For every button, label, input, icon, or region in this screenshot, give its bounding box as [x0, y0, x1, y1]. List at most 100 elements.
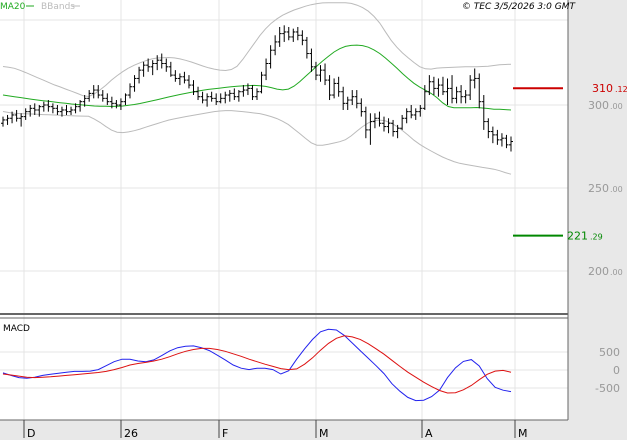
ohlc-bar: [372, 113, 377, 129]
ohlc-bar: [400, 114, 405, 130]
price-gridlines: [0, 19, 568, 272]
ohlc-bar: [300, 30, 305, 46]
ohlc-bar: [214, 93, 219, 105]
ohlc-bar: [200, 91, 205, 104]
price-tick-label-main: 300: [588, 99, 609, 112]
ohlc-bar: [91, 85, 96, 99]
macd-tick-label: -500: [595, 382, 620, 395]
ohlc-bar: [123, 93, 128, 105]
ohlc-bar: [459, 85, 464, 104]
ohlc-bar: [291, 28, 296, 42]
ohlc-bar: [409, 105, 414, 119]
support-label-decimals: .29: [590, 233, 603, 242]
ohlc-bar: [205, 93, 210, 107]
resistance-label-decimals: .12: [615, 85, 627, 94]
price-tick-label-decimals: .00: [610, 102, 623, 111]
ohlc-bar: [96, 85, 101, 99]
price-tick-label: 250.00: [588, 182, 623, 195]
ohlc-bar: [477, 73, 482, 109]
ohlc-bar: [368, 113, 373, 145]
ohlc-bar: [286, 26, 291, 41]
ohlc-bar: [509, 136, 513, 152]
date-tick-label: 26: [124, 427, 138, 440]
price-tick-label-decimals: .00: [610, 185, 623, 194]
ohlc-bar: [382, 116, 386, 132]
ohlc-bar: [318, 65, 323, 82]
ohlc-bar: [327, 75, 332, 101]
ohlc-bar: [1, 116, 5, 127]
ma20-line: [2, 44, 512, 111]
macd-tick-labels: 500 0 -500: [595, 346, 620, 395]
price-tick-label: 300.00: [588, 99, 623, 112]
date-tick-label: F: [222, 427, 228, 440]
ohlc-bar: [468, 75, 473, 101]
ohlc-bar: [141, 61, 146, 77]
ohlc-bar: [28, 105, 33, 117]
ohlc-bar: [504, 134, 509, 149]
ohlc-bar: [245, 83, 250, 96]
ohlc-bar: [313, 61, 318, 81]
date-tick-label: D: [27, 427, 35, 440]
ohlc-bar: [499, 133, 504, 147]
bb-upper-line: [2, 2, 512, 98]
ohlc-bar: [282, 25, 287, 42]
ohlc-bar: [354, 90, 359, 109]
ohlc-bar: [173, 70, 178, 82]
ohlc-bar: [41, 101, 46, 112]
ohlc-bar: [336, 76, 341, 97]
date-tick-labels: D 26 F M A M: [23, 420, 528, 440]
ohlc-bar: [64, 105, 69, 115]
ohlc-bar: [377, 111, 382, 127]
ohlc-bar: [182, 71, 187, 84]
ohlc-bar: [109, 96, 114, 109]
ohlc-bar: [186, 75, 191, 89]
ohlc-bar: [164, 58, 169, 72]
macd-line: [2, 328, 512, 402]
ohlc-bar: [59, 106, 64, 117]
ohlc-bar: [227, 90, 232, 102]
ohlc-bar: [323, 63, 328, 86]
ohlc-bar: [440, 76, 445, 96]
date-tick-label: M: [319, 427, 329, 440]
price-tick-label-main: 200: [588, 265, 609, 278]
support-label-main: 221: [567, 230, 588, 243]
ohlc-bar: [391, 119, 396, 137]
ohlc-bar: [150, 60, 155, 76]
ohlc-bar: [118, 98, 123, 110]
ohlc-bar: [114, 100, 119, 109]
ohlc-bar: [386, 118, 391, 134]
ohlc-bar: [232, 88, 237, 101]
ohlc-bar: [268, 45, 273, 69]
legend-ma20-label: MA20: [0, 2, 26, 12]
price-tick-label-decimals: .00: [610, 268, 623, 277]
date-tick-label: M: [518, 427, 528, 440]
ohlc-bar: [277, 26, 282, 47]
ohlc-bar: [345, 96, 350, 110]
ohlc-bar: [490, 126, 495, 144]
date-tick-label: A: [425, 427, 433, 440]
ma20-polyline: [2, 44, 512, 111]
ohlc-bar: [78, 100, 83, 112]
macd-gridlines: [0, 351, 568, 389]
ohlc-bar: [436, 78, 441, 97]
date-axis-background: [0, 420, 627, 440]
ohlc-bar: [304, 36, 309, 59]
ohlc-bar: [431, 76, 436, 96]
macd-tick-label: 500: [599, 346, 620, 359]
ohlc-bar: [418, 105, 423, 117]
ohlc-bar: [209, 91, 214, 102]
ohlc-bar: [486, 118, 491, 139]
ohlc-bar: [155, 55, 160, 71]
ohlc-bar: [454, 86, 459, 104]
ohlc-bar: [273, 35, 278, 56]
ohlc-bar: [350, 90, 355, 105]
ohlc-bars: [1, 25, 513, 152]
ohlc-bar: [177, 73, 182, 86]
resistance-label: 310.12: [592, 82, 627, 95]
ohlc-bar: [32, 103, 37, 115]
copyright-text: © TEC 3/5/2026 3:0 GMT: [462, 2, 577, 12]
ohlc-bar: [250, 85, 255, 101]
ohlc-bar: [264, 58, 269, 81]
ohlc-bar: [159, 53, 164, 69]
